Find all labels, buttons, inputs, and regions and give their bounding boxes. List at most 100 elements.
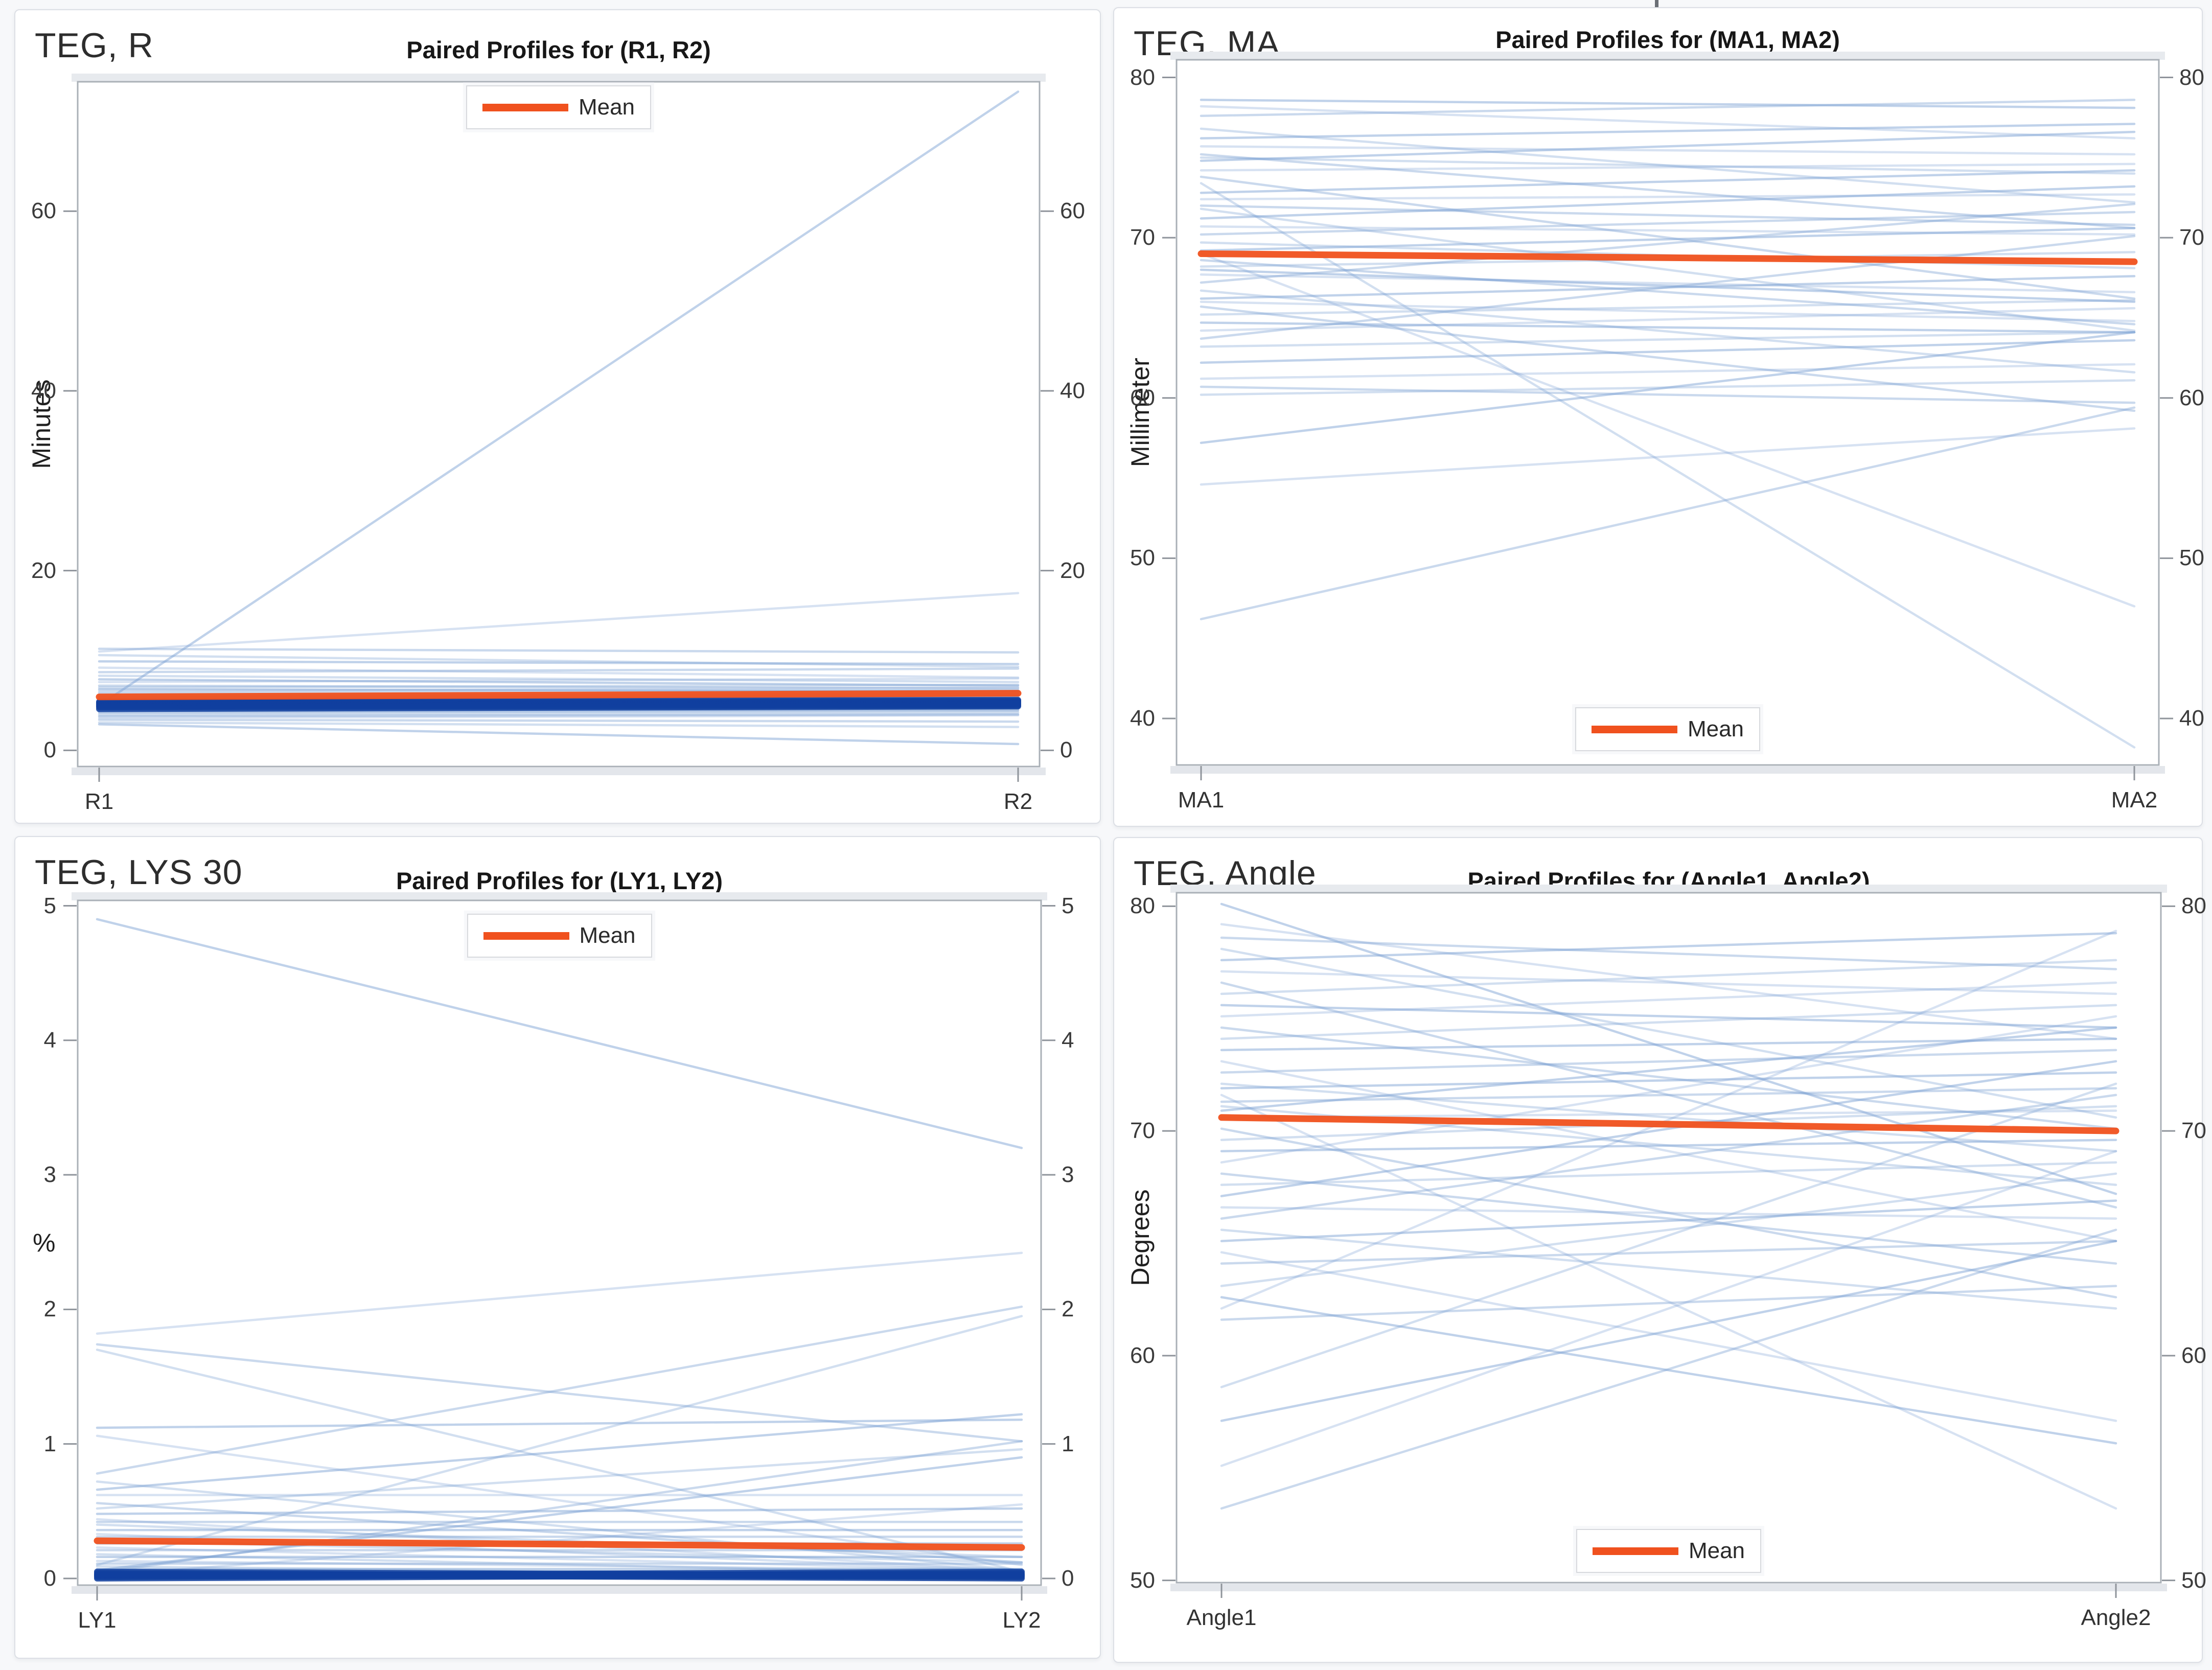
y-tick-label: 70 [2181,1118,2206,1144]
y-tick-label: 50 [1130,545,1155,571]
x-category-label: LY2 [1002,1608,1041,1633]
profile-lines [1200,99,2136,749]
y-tick-label: 70 [1130,1118,1155,1144]
x-category-label: MA2 [2111,787,2158,813]
x-category-label: R1 [84,789,114,814]
mean-line-swatch-icon [1592,1547,1678,1555]
y-tick-label: 40 [2179,706,2204,731]
y-tick-label: 60 [1130,1342,1155,1368]
legend: Mean [467,914,652,958]
y-ticks [1162,77,2173,720]
profile-lines [1220,902,2117,1510]
panel-teg-angle: TEG, Angle Paired Profiles for (Angle1, … [1113,837,2206,1663]
y-tick-label: 80 [2181,893,2206,919]
y-tick-label: 3 [43,1162,56,1188]
plot-bottom-bevel [1170,1584,2167,1591]
y-tick-label: 60 [1060,198,1085,224]
y-tick-label: 40 [31,378,56,403]
y-tick-label: 0 [1060,737,1073,763]
legend-label: Mean [579,923,636,948]
y-tick-label: 60 [2179,385,2204,410]
y-tick-label: 0 [43,737,56,763]
paired-profiles-plot [1162,52,2173,780]
x-category-label: LY1 [78,1608,117,1633]
y-tick-label: 3 [1062,1162,1074,1188]
plot-top-bevel [72,74,1046,82]
paired-profiles-plot [63,74,1054,782]
legend: Mean [1575,707,1761,751]
plot-bottom-bevel [72,1586,1047,1594]
y-tick-label: 60 [1130,385,1155,410]
y-tick-label: 80 [1130,893,1155,919]
y-tick-label: 2 [43,1296,56,1322]
plot-top-bevel [1170,885,2167,893]
y-tick-label: 20 [31,558,56,583]
y-tick-label: 5 [43,893,56,918]
y-tick-label: 4 [1062,1027,1074,1053]
mean-line-swatch-icon [482,103,568,111]
mean-line [94,1537,1025,1551]
chart-title: Paired Profiles for (LY1, LY2) [396,867,723,894]
top-edge-artifact-mark [1655,0,1658,8]
plot-frame [1176,59,2160,766]
panel-title: TEG, LYS 30 [35,853,243,892]
y-ticks [63,210,1054,751]
y-tick-label: 80 [2179,64,2204,90]
y-tick-label: 1 [43,1431,56,1456]
plot-bottom-bevel [1170,766,2165,774]
legend: Mean [1576,1529,1762,1573]
legend-label: Mean [1687,716,1744,741]
plot-top-bevel [72,892,1047,900]
y-tick-label: 5 [1062,893,1074,918]
panel-title: TEG, R [35,26,154,65]
plot-frame [77,899,1042,1586]
x-ticks [98,768,1019,782]
y-tick-label: 80 [1130,64,1155,90]
legend-label: Mean [1688,1538,1745,1563]
dense-profile-lines [94,1568,1025,1582]
panel-teg-lys30: TEG, LYS 30 Paired Profiles for (LY1, LY… [14,836,1101,1659]
legend: Mean [466,85,652,129]
x-category-label: MA1 [1178,787,1225,813]
y-tick-label: 1 [1062,1431,1074,1456]
plot-frame [77,81,1041,768]
y-tick-label: 70 [2179,225,2204,250]
y-axis-label: % [33,1228,56,1257]
y-tick-label: 60 [31,198,56,224]
y-ticks [63,905,1055,1580]
plot-bottom-bevel [72,768,1046,775]
paired-profiles-plot [63,892,1055,1601]
mean-line [1197,250,2138,265]
y-tick-label: 50 [1130,1567,1155,1593]
mean-line [96,690,1022,701]
legend-label: Mean [578,95,635,120]
x-ticks [1220,1584,2117,1598]
y-tick-label: 70 [1130,225,1155,250]
x-category-label: Angle1 [1186,1605,1257,1630]
chart-title: Paired Profiles for (R1, R2) [406,36,711,63]
panel-teg-ma: TEG, MA Paired Profiles for (MA1, MA2) M… [1113,7,2204,827]
chart-title: Paired Profiles for (MA1, MA2) [1495,26,1840,53]
paired-profiles-plot [1162,885,2175,1598]
y-tick-label: 40 [1130,706,1155,731]
plot-frame [1176,892,2162,1584]
x-category-label: R2 [1003,789,1033,814]
y-tick-label: 0 [43,1565,56,1591]
y-tick-label: 60 [2181,1342,2206,1368]
y-tick-label: 0 [1062,1565,1074,1591]
plot-top-bevel [1170,52,2165,60]
panel-teg-r: TEG, R Paired Profiles for (R1, R2) Minu… [14,9,1101,824]
y-tick-label: 2 [1062,1296,1074,1322]
y-tick-label: 20 [1060,558,1085,583]
dense-profile-lines [96,697,1021,712]
y-tick-label: 50 [2181,1567,2206,1593]
x-category-label: Angle2 [2081,1605,2151,1630]
mean-line-swatch-icon [483,932,569,940]
mean-line-swatch-icon [1591,725,1677,733]
y-tick-label: 50 [2179,545,2204,571]
y-tick-label: 40 [1060,378,1085,403]
y-tick-label: 4 [43,1027,56,1053]
x-ticks [1200,766,2135,780]
mean-line [1218,1114,2119,1134]
